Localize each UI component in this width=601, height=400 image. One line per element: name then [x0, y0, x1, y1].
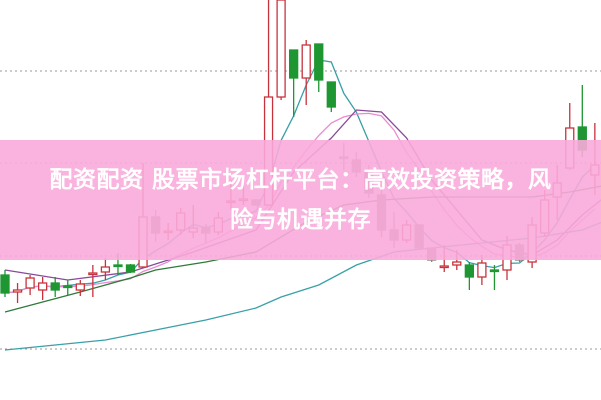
candle-body: [276, 0, 286, 98]
moving-average-line-ma5: [4, 59, 596, 294]
candle-body: [464, 264, 475, 278]
candle-body: [0, 274, 10, 294]
candle-body: [25, 277, 35, 289]
candle-body: [100, 266, 111, 273]
candle-body: [314, 43, 324, 81]
candle-body: [489, 269, 500, 273]
title-line-1: 配资配资 股票市场杠杆平台：高效投资策略，风: [49, 167, 552, 193]
candle-body: [113, 264, 123, 268]
title-line-2: 险与机遇并存: [230, 207, 371, 233]
candle-body: [125, 264, 136, 273]
candle-body: [326, 81, 336, 108]
candle-body: [63, 285, 73, 289]
title-banner: [0, 140, 601, 260]
candle-body: [301, 44, 311, 79]
article-title: 配资配资 股票市场杠杆平台：高效投资策略，风 险与机遇并存: [0, 160, 601, 240]
candle-body: [50, 282, 60, 291]
candle-body: [75, 283, 85, 291]
candle-body: [38, 282, 48, 291]
candle-body: [288, 49, 299, 79]
candle-body: [452, 261, 462, 266]
candle-body: [88, 272, 98, 276]
candle-body: [439, 265, 449, 269]
candle-body: [12, 289, 23, 293]
candle-body: [477, 262, 487, 278]
